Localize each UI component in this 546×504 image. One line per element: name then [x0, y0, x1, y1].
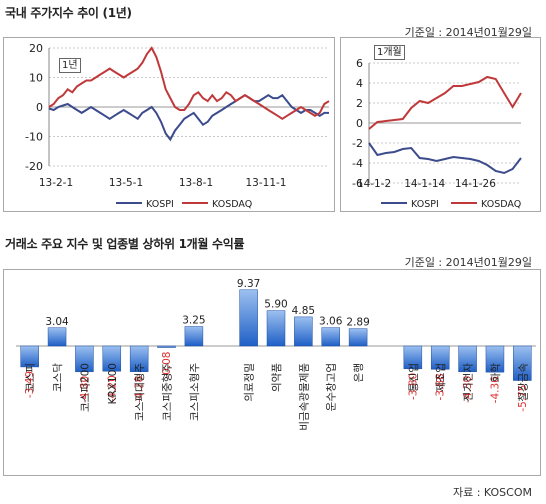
bar-value-label: -3.88: [435, 373, 447, 400]
line-chart-1m-panel: 6 4 2 0 -2 -4 -6 14-1-2 14-1-14 14-1-26 KOSPI KOSDA…: [340, 37, 541, 212]
category-label: 통신업: [407, 363, 420, 392]
line-chart-1y-panel: 20 10 0 -10 -20 13-2-1 13-5-1 13-8-1 13-11-1 KOSP…: [3, 37, 335, 212]
series-line-kospi: [368, 142, 522, 175]
bar-value-label: -3.49: [24, 371, 36, 398]
category-label: 은행: [353, 363, 365, 382]
x-tick-label: 14-1-26: [455, 178, 496, 190]
bar: [20, 345, 39, 368]
category-label: 화학: [490, 363, 502, 383]
y-tick-label: -6: [352, 177, 363, 190]
y-tick-label: 10: [29, 72, 43, 85]
bar-value-label: -0.08: [161, 352, 173, 379]
legend-label-kosdaq: KOSDAQ: [481, 199, 521, 210]
bar: [266, 310, 286, 347]
bar: [184, 326, 204, 347]
x-tick-label: 13-2-1: [39, 177, 73, 189]
category-label: 의약품: [271, 363, 283, 392]
bar-value-label: 9.37: [237, 278, 260, 290]
ref-date-bottom: 기준일 : 2014년01월29일: [404, 256, 532, 269]
bar: [458, 345, 477, 373]
bar-value-label: -4.28: [134, 376, 146, 403]
category-label: KRX100: [107, 363, 119, 404]
x-tick-label: 13-5-1: [109, 177, 143, 189]
y-tick-label: -2: [352, 137, 363, 150]
y-tick-label: -4: [352, 157, 363, 170]
y-tick-label: 0: [356, 117, 363, 130]
bar-value-label: 2.89: [346, 317, 369, 329]
category-label: 운수창고업: [325, 363, 338, 411]
y-tick-label: 2: [356, 97, 363, 110]
bar-value-label: 5.90: [264, 299, 287, 311]
legend-label-kospi: KOSPI: [411, 199, 439, 210]
y-tick-label: -10: [25, 131, 43, 144]
y-tick-label: -20: [25, 160, 43, 173]
x-tick-label: 14-1-14: [404, 178, 445, 190]
y-tick-label: 20: [29, 42, 43, 55]
bar: [47, 327, 67, 347]
chart-title-returns: 거래소 주요 지수 및 업종별 상하위 1개월 수익률: [5, 237, 245, 251]
bar-value-label: -4.30: [462, 376, 474, 403]
category-label: 전기전자: [463, 363, 475, 402]
bar: [294, 316, 313, 347]
legend-label-kospi: KOSPI: [146, 199, 174, 210]
bar-value-label: -4.30: [79, 376, 91, 403]
y-tick-label: 6: [356, 57, 363, 70]
source-note: 자료 : KOSCOM: [452, 486, 532, 499]
bar: [321, 327, 340, 347]
line-chart-1m: 6 4 2 0 -2 -4 -614-1-2 14-1-14 14-1-26 KOSPI KOSDA…: [352, 57, 522, 210]
legend-label-kosdaq: KOSDAQ: [212, 199, 252, 210]
ref-date-top: 기준일 : 2014년01월29일: [404, 26, 532, 39]
y-tick-label: 0: [36, 101, 43, 114]
category-label: 비금속광물제품: [298, 363, 310, 431]
bar: [430, 345, 450, 370]
bar-value-label: -3.80: [407, 373, 419, 400]
bar: [239, 289, 258, 347]
x-tick-label: 13-8-1: [179, 177, 213, 189]
category-label: 코스피200: [79, 363, 91, 412]
x-tick-label: 13-11-1: [246, 177, 287, 189]
bar: [75, 345, 94, 373]
x-tick-label: 14-1-2: [357, 178, 391, 190]
bar-value-label: -4.36: [489, 376, 501, 403]
bar-value-label: 4.85: [292, 305, 315, 317]
category-label: 코스피중형주: [162, 363, 174, 421]
category-label: 코스피: [25, 363, 37, 392]
bar-chart-panel: -3.49 코스피 3.04 코스닥 -4.30 코스피200 -4.20 KRX100 -4.…: [3, 269, 541, 476]
line-chart-1y: 20 10 0 -10 -20 13-2-1 13-5-1 13-8-1 13-11-1 KOSP…: [25, 42, 330, 210]
category-label: 의료정밀: [244, 363, 256, 402]
bar: [129, 345, 149, 372]
category-label: 철강금속: [517, 363, 529, 402]
bar: [403, 345, 423, 370]
y-tick-label: 4: [356, 77, 363, 90]
category-label: 제조업: [434, 363, 447, 392]
bar-value-label: 3.06: [319, 316, 343, 328]
bar: [348, 328, 368, 347]
bar-value-label: 3.04: [45, 316, 69, 328]
bar-value-label: -4.20: [106, 375, 118, 402]
period-tag-1y: 1년: [59, 58, 81, 73]
category-label: 코스피대형주: [134, 363, 146, 421]
series-line-kospi: [48, 93, 329, 142]
period-tag-1m: 1개월: [374, 45, 405, 60]
bar: [485, 345, 505, 373]
bar: [157, 345, 176, 348]
bar: [513, 345, 532, 381]
bar: [102, 345, 122, 372]
chart-title-index-trend: 국내 주가지수 추이 (1년): [5, 6, 132, 20]
series-line-kosdaq: [368, 75, 522, 130]
series-line-kosdaq: [48, 46, 330, 120]
category-label: 코스피소형주: [189, 363, 201, 421]
bar-value-label: 3.25: [182, 315, 205, 327]
bar-value-label: -5.75: [517, 385, 529, 412]
category-label: 코스닥: [52, 363, 64, 392]
